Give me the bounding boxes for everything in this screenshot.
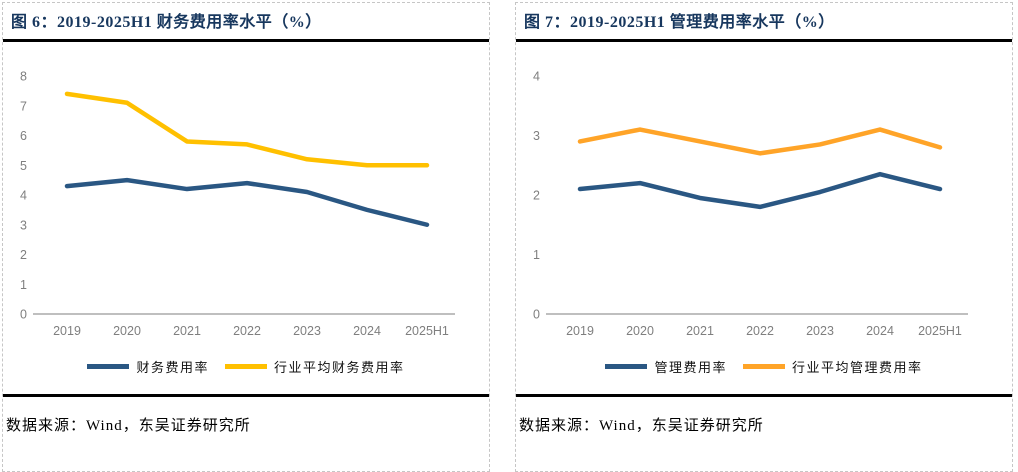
figure-6-legend: 财务费用率 行业平均财务费用率 bbox=[3, 356, 489, 376]
x-tick-label: 2020 bbox=[626, 324, 654, 338]
figure-6-source-text: 数据来源：Wind，东吴证券研究所 bbox=[6, 418, 251, 434]
x-tick-label: 2021 bbox=[686, 324, 714, 338]
legend-label: 行业平均财务费用率 bbox=[274, 359, 405, 375]
legend-swatch bbox=[87, 363, 130, 369]
y-tick-label: 1 bbox=[533, 248, 540, 262]
legend-item: 行业平均管理费用率 bbox=[743, 357, 923, 376]
legend-item: 管理费用率 bbox=[605, 357, 727, 376]
line-chart-financial-expense: 0 1 2 3 4 5 6 7 8 2019 2020 2021 2022 2023 2024 2025H1 bbox=[20, 70, 455, 338]
legend-label: 行业平均管理费用率 bbox=[792, 359, 923, 375]
figure-6-source-row: 数据来源：Wind，东吴证券研究所 bbox=[3, 394, 489, 435]
figure-6-chart-area: 0 1 2 3 4 5 6 7 8 2019 2020 2021 2022 2023 2024 2025H1 … bbox=[3, 42, 489, 376]
figure-7-legend: 管理费用率 行业平均管理费用率 bbox=[516, 356, 1012, 376]
x-tick-label: 2023 bbox=[806, 324, 834, 338]
y-tick-label: 1 bbox=[20, 278, 27, 292]
y-tick-label: 4 bbox=[533, 70, 540, 84]
legend-swatch bbox=[605, 363, 648, 369]
figure-7-source-text: 数据来源：Wind，东吴证券研究所 bbox=[519, 418, 764, 434]
y-tick-label: 5 bbox=[20, 159, 27, 173]
y-tick-label: 8 bbox=[20, 70, 27, 84]
x-tick-label: 2022 bbox=[746, 324, 774, 338]
y-tick-label: 7 bbox=[20, 99, 27, 113]
y-tick-label: 2 bbox=[533, 189, 540, 203]
series-line bbox=[64, 91, 430, 168]
legend-label: 管理费用率 bbox=[654, 359, 727, 375]
figure-6-title: 图 6：2019-2025H1 财务费用率水平（%） bbox=[3, 3, 489, 42]
figure-7-chart-area: 0 1 2 3 4 2019 2020 2021 2022 2023 2024 2025H1 管理费用… bbox=[516, 42, 1012, 376]
series-line bbox=[577, 171, 943, 210]
x-tick-label: 2022 bbox=[233, 324, 261, 338]
legend-label: 财务费用率 bbox=[136, 359, 209, 375]
x-tick-label: 2020 bbox=[113, 324, 141, 338]
x-tick-label: 2025H1 bbox=[405, 324, 449, 338]
figure-6-panel: 图 6：2019-2025H1 财务费用率水平（%） 0 1 2 3 4 5 6 7 8 2019… bbox=[2, 2, 490, 472]
y-tick-label: 4 bbox=[20, 189, 27, 203]
y-tick-label: 6 bbox=[20, 129, 27, 143]
legend-swatch bbox=[225, 363, 267, 369]
series-line bbox=[64, 177, 430, 227]
y-tick-label: 0 bbox=[533, 308, 540, 322]
y-tick-label: 3 bbox=[533, 129, 540, 143]
x-tick-label: 2021 bbox=[173, 324, 201, 338]
figure-7-source-row: 数据来源：Wind，东吴证券研究所 bbox=[516, 394, 1012, 435]
x-tick-label: 2024 bbox=[866, 324, 894, 338]
y-tick-label: 2 bbox=[20, 248, 27, 262]
legend-item: 财务费用率 bbox=[87, 357, 209, 376]
x-tick-label: 2025H1 bbox=[918, 324, 962, 338]
x-tick-label: 2019 bbox=[566, 324, 594, 338]
line-chart-admin-expense: 0 1 2 3 4 2019 2020 2021 2022 2023 2024 2025H1 bbox=[533, 70, 968, 338]
series-line bbox=[577, 127, 943, 156]
legend-swatch bbox=[743, 363, 785, 369]
figure-7-panel: 图 7：2019-2025H1 管理费用率水平（%） 0 1 2 3 4 2019 2020… bbox=[515, 2, 1013, 472]
y-tick-label: 3 bbox=[20, 218, 27, 232]
x-tick-label: 2023 bbox=[293, 324, 321, 338]
figure-7-title: 图 7：2019-2025H1 管理费用率水平（%） bbox=[516, 3, 1012, 42]
x-tick-label: 2019 bbox=[53, 324, 81, 338]
x-tick-label: 2024 bbox=[353, 324, 381, 338]
legend-item: 行业平均财务费用率 bbox=[225, 357, 405, 376]
y-tick-label: 0 bbox=[20, 308, 27, 322]
